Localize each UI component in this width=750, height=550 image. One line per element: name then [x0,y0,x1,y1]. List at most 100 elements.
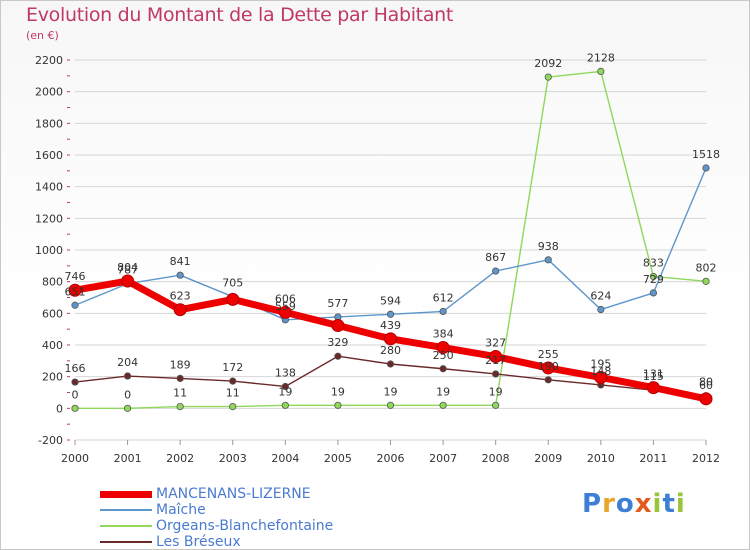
data-label: 0 [72,388,79,401]
y-tick-label: 0 [56,402,63,415]
data-label: 327 [485,337,506,350]
data-point [68,283,82,297]
x-tick-label: 2000 [61,452,89,465]
data-label: 439 [380,319,401,332]
data-point [334,352,342,360]
y-tick-label: 2200 [35,54,63,67]
x-tick-label: 2010 [587,452,615,465]
x-tick-label: 2004 [271,452,299,465]
data-label: 705 [222,277,243,290]
legend-swatch [100,490,152,498]
data-label: 787 [117,264,138,277]
data-point [173,303,187,317]
legend-swatch [100,509,152,511]
data-point [649,289,658,297]
data-label: 833 [643,256,664,269]
data-point [649,272,658,281]
data-label: 19 [331,385,345,398]
data-point [278,305,292,319]
data-point [492,370,500,378]
data-label: 1518 [692,148,720,161]
data-label: 594 [380,294,401,307]
data-label: 624 [590,290,611,303]
data-point [594,370,608,384]
data-label: 19 [436,385,450,398]
data-label: 131 [643,368,664,381]
data-point [439,307,447,316]
data-point [436,341,450,355]
data-point [281,401,289,409]
legend-swatch [100,525,152,527]
y-tick-label: 1200 [35,212,63,225]
data-label: 384 [433,328,454,341]
data-label: 189 [170,358,191,371]
data-point [331,319,345,333]
data-point [226,292,240,306]
y-tick-label: 1000 [35,244,63,257]
data-label: 11 [173,387,187,400]
logo-letter: P [582,489,603,519]
chart-subtitle: (en €) [26,29,59,42]
y-tick-label: 400 [42,339,63,352]
logo-letter: t [662,489,676,519]
data-point [121,274,135,288]
data-label: 577 [327,297,348,310]
data-label: 166 [65,362,86,375]
data-point [386,401,395,409]
x-tick-label: 2008 [482,452,510,465]
x-tick-label: 2001 [114,452,142,465]
y-tick-label: -200 [38,434,63,447]
logo-letter: i [652,489,663,519]
data-point [702,164,710,172]
legend-label: Orgeans-Blanchefontaine [156,518,334,534]
logo-letter: r [602,489,616,519]
data-label: 172 [222,361,243,374]
data-label: 938 [538,240,559,253]
chart-title: Evolution du Montant de la Dette par Hab… [26,4,454,26]
x-tick-label: 2009 [534,452,562,465]
data-label: 729 [643,273,664,286]
data-label: 612 [433,291,454,304]
data-point [123,404,132,412]
data-label: 606 [275,292,296,305]
data-point [597,305,605,314]
data-point [229,402,237,411]
data-label: 19 [384,385,398,398]
data-label: 802 [696,261,717,274]
x-tick-label: 2012 [692,452,720,465]
x-tick-label: 2011 [639,452,667,465]
data-point [439,365,447,373]
data-point [544,256,552,264]
data-label: 60 [699,379,713,392]
data-point [176,374,184,383]
data-point [439,401,447,409]
data-label: 115 [643,370,664,383]
data-point [176,402,184,411]
data-label: 19 [278,385,292,398]
x-tick-label: 2005 [324,452,352,465]
legend-label: Maîche [156,502,206,518]
y-tick-label: 600 [42,307,63,320]
data-label: 11 [226,387,240,400]
data-label: 329 [327,336,348,349]
data-point [384,332,397,346]
data-label: 195 [590,357,611,370]
data-label: 651 [65,285,86,298]
data-point [281,382,289,391]
data-label: 623 [170,290,191,303]
x-tick-label: 2006 [377,452,405,465]
data-label: 841 [170,255,191,268]
data-point [386,310,395,318]
data-point [646,381,660,395]
logo-letter: x [634,489,653,519]
data-label: 2128 [587,51,615,64]
data-label: 559 [275,300,296,313]
data-label: 0 [124,388,131,401]
data-label: 867 [485,251,506,264]
data-point [489,350,503,364]
y-tick-label: 800 [42,276,63,289]
data-point [71,378,79,386]
legend-label: Les Bréseux [156,534,241,550]
x-tick-label: 2003 [219,452,247,465]
